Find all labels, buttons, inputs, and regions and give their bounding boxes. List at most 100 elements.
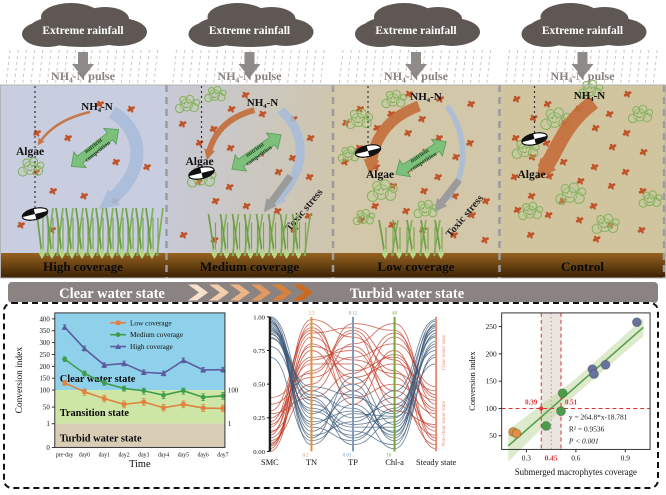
nh4-dot-icon: [127, 105, 135, 113]
svg-text:0.3: 0.3: [522, 453, 532, 462]
svg-text:400: 400: [39, 316, 50, 323]
axis-label: TP: [348, 458, 358, 467]
chevron-icon: [293, 284, 313, 301]
orange-arrow-icon: [204, 107, 256, 161]
svg-text:0.00: 0.00: [253, 449, 265, 456]
y-axis-label: Conversion index: [468, 351, 477, 411]
regression-p: P < 0.001: [568, 436, 599, 445]
svg-text:300: 300: [39, 340, 50, 347]
x-tick-label: day2: [118, 452, 129, 458]
axis-min-value: 10: [386, 453, 391, 458]
nh4-dot-icon: [623, 90, 632, 98]
nh4-dot-icon: [274, 168, 283, 176]
nh4-dot-icon: [96, 100, 104, 108]
nh4-dot-icon: [590, 163, 599, 171]
nh4-dot-icon: [402, 207, 410, 215]
cloud-label: Extreme rainfall: [42, 25, 123, 37]
nh4-label: NH₄-N: [81, 101, 112, 113]
data-point: [511, 428, 522, 439]
svg-text:250: 250: [486, 322, 497, 331]
nh4-dot-icon: [607, 182, 616, 190]
secchi-disk-icon: [21, 207, 49, 221]
pulse-arrow-icon: [571, 52, 594, 78]
nh4-dot-icon: [226, 144, 235, 152]
nonclear-state-axis-label: Non-clear water state: [441, 400, 447, 446]
svg-text:1.00: 1.00: [253, 314, 265, 321]
chevron-icon: [209, 284, 229, 301]
svg-text:0.25: 0.25: [253, 415, 265, 422]
toxic-arrow-icon: [434, 177, 462, 213]
y-axis-label: Conversion index: [15, 347, 25, 414]
coverage-label: Medium coverage: [200, 259, 300, 274]
pulse-label: NH₄-N pulse: [51, 69, 116, 83]
panel-2: Extreme rainfall NH₄-N pulse nutrientcompe…: [166, 3, 333, 278]
pulse-label: NH₄-N pulse: [551, 69, 616, 83]
pulse-label: NH₄-N pulse: [218, 69, 283, 83]
algae-cluster-icon: [591, 213, 620, 235]
algae-cluster-icon: [638, 190, 663, 208]
blue-arrow-icon: [269, 106, 305, 207]
axis-label: Chl-a: [385, 458, 404, 467]
nh4-label: NH₄-N: [574, 90, 605, 102]
algae-cluster-icon: [627, 104, 654, 124]
legend-label: Medium coverage: [130, 330, 183, 339]
axis-max-value: 0.12: [349, 311, 358, 316]
zone-label: Transition state: [60, 408, 130, 419]
axis-min-value: 0.03: [343, 453, 352, 458]
nh4-dot-icon: [559, 158, 568, 166]
svg-text:200: 200: [486, 349, 497, 358]
nh4-dot-icon: [544, 211, 553, 219]
algae-cluster-icon: [577, 79, 604, 99]
scene-svg: Extreme rainfall NH₄-N pulse nutrientcompe…: [0, 3, 666, 303]
svg-text:100: 100: [486, 404, 497, 413]
nh4-dot-icon: [622, 129, 631, 137]
nh4-dot-icon: [575, 216, 584, 224]
nh4-dot-icon: [639, 148, 648, 156]
nh4-dot-icon: [404, 129, 412, 137]
nh4-label: NH₄-N: [247, 97, 278, 109]
svg-text:0.50: 0.50: [253, 382, 265, 389]
rain-cloud-icon: Extreme rainfall: [521, 3, 647, 47]
algae-cluster-icon: [366, 179, 398, 202]
data-point: [541, 421, 552, 431]
chevron-icon: [272, 284, 292, 301]
nh4-dot-icon: [638, 187, 647, 195]
nh4-dot-icon: [450, 231, 458, 239]
x-axis-label: Time: [129, 459, 151, 470]
svg-text:50: 50: [43, 405, 50, 412]
chevron-icon: [188, 284, 208, 301]
algae-cluster-icon: [517, 201, 544, 221]
legend-label: Low coverage: [130, 318, 172, 327]
pulse-arrow-icon: [72, 52, 94, 78]
algae-cluster-icon: [352, 208, 376, 226]
toxic-arrow-icon: [263, 173, 294, 213]
turbid-water-state-label: Turbid water state: [350, 286, 465, 302]
nh4-dot-icon: [112, 158, 120, 166]
data-point: [631, 317, 642, 328]
algae-cluster-icon: [17, 157, 45, 177]
nh4-dot-icon: [589, 202, 598, 210]
regression-r2: R² = 0.9536: [569, 425, 605, 434]
coverage-label: High coverage: [43, 259, 123, 274]
nh4-dot-icon: [225, 183, 234, 191]
nh4-dot-icon: [342, 119, 350, 127]
panel-4: Extreme rainfall NH₄-N pulse NH₄-N Algae Con…: [499, 3, 666, 278]
x-tick-label: day4: [158, 452, 169, 458]
nh4-dot-icon: [242, 202, 251, 210]
x-axis-label: Submerged macrophytes coverage: [515, 467, 637, 477]
nh4-dot-icon: [637, 226, 646, 234]
nh4-dot-icon: [511, 134, 520, 142]
x-tick-label: day3: [138, 452, 149, 458]
cloud-label: Extreme rainfall: [209, 25, 290, 37]
parallel-coordinates-chart: SMC TN 2.2 0.2 TP 0.12 0.03 Chl-a 40 10 Steady sta…: [241, 305, 469, 494]
nh4-dot-icon: [178, 120, 187, 128]
axis-label: Steady state: [416, 458, 457, 467]
mid-threshold-tick: 0.45: [545, 453, 558, 462]
nh4-dot-icon: [481, 236, 489, 244]
regression-equation: y = 264.8*x-18.781: [569, 413, 628, 422]
nh4-dot-icon: [452, 153, 460, 161]
x-tick-label: day7: [217, 452, 228, 458]
